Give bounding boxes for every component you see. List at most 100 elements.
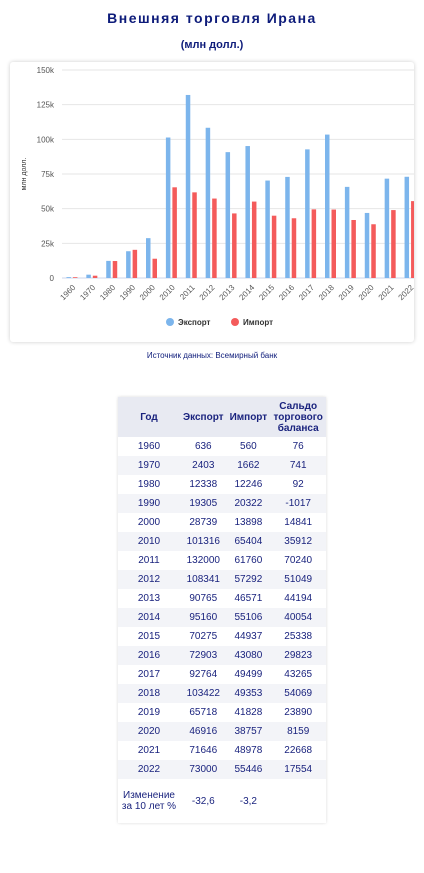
table-cell: 72903 <box>180 646 227 665</box>
x-tick-label: 1980 <box>98 283 117 302</box>
table-body: 1960 636 560 76 1970 2403 1662 741 1980 12338 1224… <box>118 437 327 823</box>
table-cell: -32,6 <box>191 795 215 807</box>
table-cell: 92764 <box>189 669 218 680</box>
bar <box>265 180 270 278</box>
table-row: 2000 28739 13898 14841 <box>118 513 326 532</box>
table-cell: 2021 <box>137 745 161 756</box>
bar <box>165 137 171 278</box>
table-cell: 25338 <box>284 631 313 642</box>
x-tick-label: 2020 <box>357 283 376 302</box>
table-cell: -3,2 <box>239 795 257 807</box>
table-cell: 13898 <box>234 517 263 528</box>
table-cell: 29823 <box>270 646 327 665</box>
table-cell: 92 <box>292 479 304 490</box>
table-cell: -1017 <box>270 494 327 513</box>
table-cell: 57292 <box>226 570 271 589</box>
x-tick-label: 2010 <box>158 283 177 302</box>
legend-label: Экспорт <box>178 318 211 327</box>
y-tick-label: 75k <box>41 170 55 179</box>
bar <box>205 127 211 278</box>
bar <box>92 275 98 278</box>
bar <box>86 274 91 278</box>
bar <box>146 238 151 278</box>
bar <box>311 209 317 278</box>
table-cell: 2013 <box>137 593 161 604</box>
column-header: Экспорт <box>180 397 227 437</box>
x-tick-label: 2011 <box>178 283 197 302</box>
header-row: Год Экспорт Импорт Сальдо торгового баланса <box>118 397 327 437</box>
table-cell: 108341 <box>180 570 227 589</box>
table-row: 1990 19305 20322 -1017 <box>118 494 327 513</box>
x-tick-label: 1960 <box>58 283 77 302</box>
bar <box>271 215 277 278</box>
page-title: Внешняя торговля Ирана <box>107 10 317 26</box>
table-cell: 132000 <box>186 555 220 566</box>
table-row: 2018 103422 49353 54069 <box>118 684 327 703</box>
table-cell: 103422 <box>180 684 227 703</box>
table-cell: 14841 <box>284 517 313 528</box>
bar <box>404 176 410 278</box>
table-cell: 2019 <box>137 707 161 718</box>
x-tick-label: 2000 <box>138 283 157 302</box>
table-cell: 560 <box>240 441 257 452</box>
bar <box>112 261 118 278</box>
table-cell: 2016 <box>118 646 180 665</box>
table-cell: 46916 <box>180 722 227 741</box>
bar <box>344 186 350 278</box>
table-cell: 41828 <box>234 707 263 718</box>
table-cell: 76 <box>292 441 304 452</box>
table-cell: 43265 <box>284 669 313 680</box>
bar <box>185 94 191 279</box>
bar <box>225 152 231 278</box>
table-cell: 55446 <box>226 760 271 779</box>
x-tick-label: 2021 <box>377 283 396 302</box>
table-cell: 70275 <box>189 631 218 642</box>
table-row: 1980 12338 12246 92 <box>118 475 326 494</box>
column-header: Год <box>118 397 180 437</box>
bar <box>391 210 396 278</box>
table-row: Изменение за 10 лет % -32,6 -3,2 <box>118 779 326 823</box>
table-cell: 2000 <box>137 517 161 528</box>
table-cell: 1662 <box>226 456 271 475</box>
table-row: 2015 70275 44937 25338 <box>118 627 326 646</box>
table-cell: 54069 <box>270 684 327 703</box>
x-tick-label: 2019 <box>337 283 356 302</box>
bar <box>245 146 250 278</box>
bar <box>411 201 416 278</box>
table-row: 2016 72903 43080 29823 <box>118 646 327 665</box>
bar <box>331 209 336 278</box>
y-tick-label: 100k <box>37 135 55 144</box>
table-cell: 44194 <box>284 593 313 604</box>
bar <box>232 213 237 278</box>
y-tick-label: 0 <box>50 274 55 283</box>
bar <box>126 251 131 278</box>
column-header: Импорт <box>226 397 271 437</box>
table-cell: 19305 <box>180 494 227 513</box>
table-cell: 90765 <box>189 593 218 604</box>
x-tick-label: 2018 <box>317 283 336 302</box>
table-cell: 73000 <box>180 760 227 779</box>
column-header: Сальдо торгового баланса <box>270 397 327 437</box>
table-cell: 61760 <box>234 555 263 566</box>
bar <box>305 149 310 278</box>
bar <box>66 277 71 278</box>
table-cell: 43080 <box>226 646 271 665</box>
table-cell: 65404 <box>226 532 271 551</box>
bar <box>371 224 376 278</box>
table-cell: 95160 <box>180 608 227 627</box>
bar <box>192 192 197 278</box>
y-tick-label: 150k <box>37 66 55 75</box>
legend-marker <box>166 318 174 326</box>
y-tick-label: 125k <box>37 101 55 110</box>
bar <box>132 249 138 278</box>
table-cell: 1990 <box>118 494 180 513</box>
table-cell: 8159 <box>270 722 327 741</box>
table-cell: 2010 <box>118 532 180 551</box>
x-tick-label: 2022 <box>397 283 414 302</box>
table-cell: 12338 <box>189 479 218 490</box>
table-cell: 48978 <box>234 745 263 756</box>
bar <box>172 187 177 278</box>
table-row: 1960 636 560 76 <box>118 437 326 456</box>
bar <box>285 176 290 278</box>
